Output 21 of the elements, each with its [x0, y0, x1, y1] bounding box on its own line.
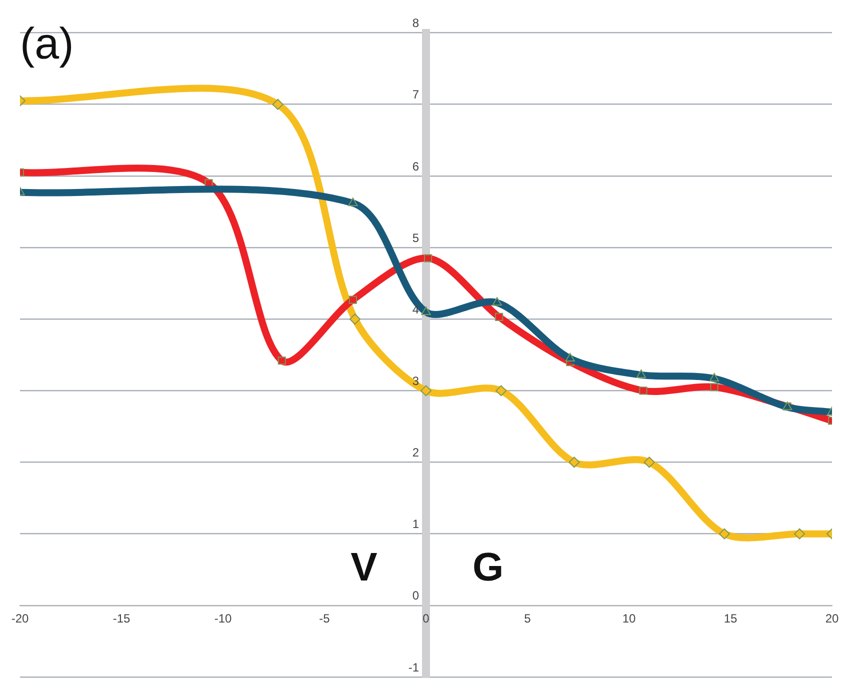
x-tick-label: 10 — [622, 612, 636, 626]
x-tick-label: -10 — [214, 612, 232, 626]
y-tick-label: 8 — [412, 16, 420, 30]
x-tick-label: -5 — [319, 612, 330, 626]
y-tick-label: 0 — [412, 588, 420, 603]
x-tick-label: 20 — [825, 612, 839, 626]
x-tick-label: -15 — [112, 612, 130, 626]
y-tick-label: 7 — [412, 88, 420, 102]
annotation: G — [472, 545, 504, 590]
x-tick-label: 15 — [724, 612, 738, 626]
y-tick-label: 2 — [412, 446, 420, 460]
chart-title: (a) — [20, 20, 74, 69]
annotation: V — [350, 545, 378, 590]
x-tick-label: 5 — [524, 612, 532, 626]
x-tick-label: 0 — [422, 612, 430, 626]
y-tick-label: -1 — [408, 660, 420, 674]
x-tick-label: -20 — [11, 612, 29, 626]
y-tick-label: 4 — [412, 302, 420, 316]
y-tick-label: 6 — [412, 159, 420, 174]
y-tick-label: 5 — [412, 230, 420, 245]
y-tick-label: 1 — [412, 517, 420, 532]
